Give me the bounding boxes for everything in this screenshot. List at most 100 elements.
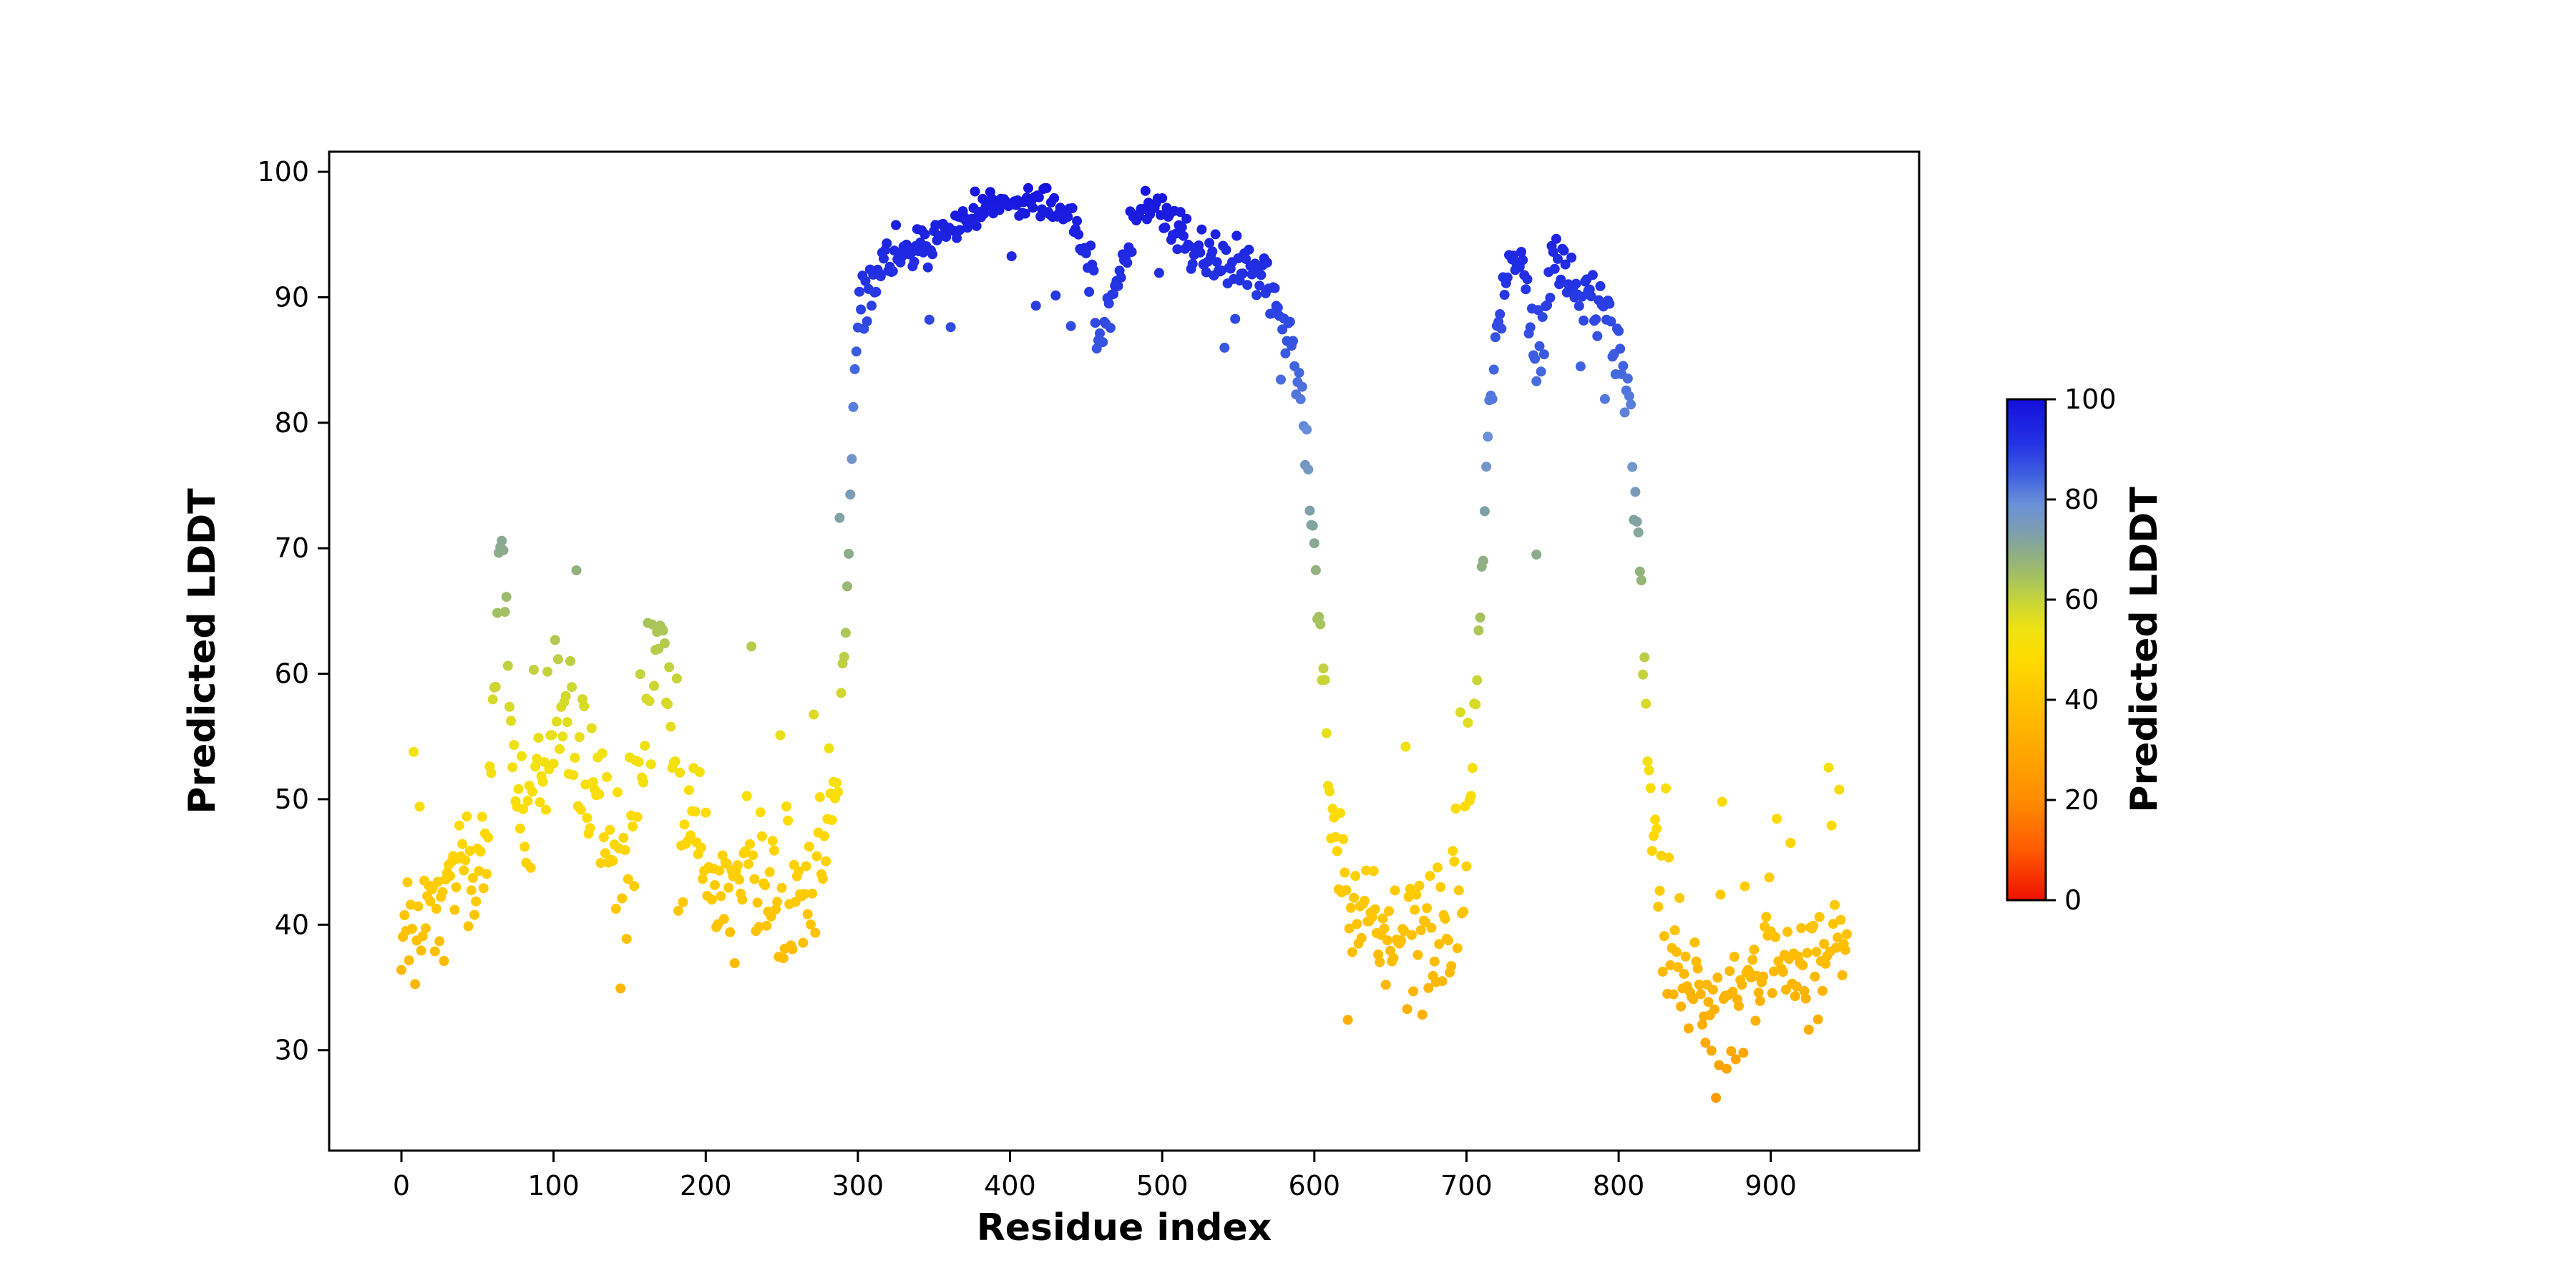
scatter-point bbox=[851, 346, 862, 357]
scatter-point bbox=[945, 322, 956, 333]
scatter-point bbox=[1727, 986, 1738, 997]
scatter-point bbox=[434, 936, 445, 947]
scatter-point bbox=[1738, 1048, 1749, 1058]
scatter-point bbox=[1176, 222, 1187, 233]
x-axis-tick-label: 0 bbox=[393, 1170, 410, 1201]
scatter-point bbox=[1796, 923, 1807, 934]
scatter-point bbox=[1659, 931, 1669, 942]
scatter-point bbox=[1797, 960, 1808, 970]
scatter-point bbox=[1831, 942, 1842, 953]
scatter-point bbox=[1382, 935, 1392, 946]
scatter-point bbox=[1669, 925, 1680, 936]
scatter-point bbox=[647, 619, 658, 630]
scatter-point bbox=[618, 832, 629, 843]
scatter-point bbox=[1429, 956, 1440, 967]
scatter-point bbox=[459, 865, 469, 876]
scatter-point bbox=[1814, 912, 1825, 922]
scatter-point bbox=[725, 927, 736, 937]
scatter-point bbox=[1122, 258, 1133, 268]
scatter-point bbox=[1434, 939, 1445, 950]
scatter-point bbox=[431, 904, 441, 914]
scatter-point bbox=[769, 845, 779, 856]
scatter-point bbox=[1521, 284, 1531, 295]
scatter-point bbox=[818, 874, 828, 884]
scatter-point bbox=[517, 751, 527, 761]
scatter-point bbox=[1402, 1004, 1413, 1015]
scatter-point bbox=[1630, 487, 1641, 497]
scatter-point bbox=[1715, 889, 1726, 900]
scatter-point bbox=[824, 743, 834, 753]
scatter-point bbox=[1714, 1060, 1724, 1070]
scatter-point bbox=[1811, 947, 1822, 957]
scatter-point bbox=[760, 880, 771, 891]
scatter-point bbox=[1604, 298, 1615, 309]
scatter-point bbox=[640, 741, 650, 751]
scatter-point bbox=[497, 535, 507, 546]
scatter-point bbox=[1799, 985, 1810, 996]
scatter-point bbox=[1834, 784, 1845, 795]
scatter-point bbox=[486, 768, 497, 779]
scatter-point bbox=[1210, 229, 1221, 240]
scatter-point bbox=[1361, 865, 1372, 876]
scatter-point bbox=[1549, 263, 1560, 274]
scatter-point bbox=[1379, 923, 1390, 934]
scatter-point bbox=[834, 512, 845, 523]
scatter-point bbox=[1673, 962, 1683, 972]
scatter-point bbox=[783, 815, 794, 826]
scatter-point bbox=[740, 846, 751, 857]
scatter-point bbox=[871, 286, 882, 297]
scatter-point bbox=[799, 889, 810, 899]
scatter-point bbox=[1674, 893, 1685, 903]
scatter-point bbox=[1467, 763, 1478, 774]
scatter-point bbox=[612, 787, 623, 798]
scatter-point bbox=[1347, 947, 1357, 957]
scatter-point bbox=[1642, 756, 1653, 767]
y-axis-tick-label: 30 bbox=[275, 1035, 309, 1066]
scatter-point bbox=[644, 696, 655, 706]
scatter-point bbox=[1820, 958, 1831, 969]
scatter-point bbox=[1050, 290, 1061, 301]
scatter-point bbox=[955, 225, 965, 235]
scatter-point bbox=[1187, 258, 1198, 269]
scatter-point bbox=[761, 920, 772, 931]
scatter-point bbox=[557, 731, 568, 742]
x-axis-tick-label: 200 bbox=[680, 1170, 732, 1201]
colorbar-tick-label: 40 bbox=[2064, 684, 2099, 716]
scatter-point bbox=[445, 871, 455, 882]
scatter-point bbox=[1830, 899, 1840, 910]
scatter-points-group bbox=[396, 182, 1852, 1103]
scatter-point bbox=[1661, 783, 1671, 794]
scatter-point bbox=[507, 762, 518, 773]
scatter-point bbox=[1041, 182, 1052, 193]
scatter-point bbox=[498, 545, 509, 555]
scatter-point bbox=[1624, 391, 1634, 401]
scatter-point bbox=[1400, 741, 1411, 752]
scatter-point bbox=[1671, 947, 1682, 957]
scatter-point bbox=[1734, 1000, 1744, 1011]
scatter-point bbox=[1156, 210, 1166, 220]
scatter-point bbox=[553, 654, 563, 665]
scatter-point bbox=[1592, 331, 1603, 341]
scatter-point bbox=[1574, 301, 1584, 311]
scatter-point bbox=[1819, 939, 1830, 949]
scatter-point bbox=[862, 316, 872, 327]
scatter-point bbox=[501, 592, 512, 602]
scatter-point bbox=[1709, 1004, 1719, 1015]
scatter-point bbox=[683, 785, 694, 796]
scatter-point bbox=[909, 256, 919, 267]
scatter-point bbox=[595, 858, 606, 868]
scatter-point bbox=[1654, 885, 1665, 896]
y-axis-tick-label: 70 bbox=[275, 532, 309, 564]
scatter-point bbox=[1175, 207, 1186, 218]
scatter-point bbox=[1065, 321, 1076, 331]
scatter-point bbox=[416, 945, 426, 956]
scatter-point bbox=[1350, 871, 1361, 882]
scatter-point bbox=[466, 885, 477, 896]
scatter-point bbox=[1626, 399, 1636, 410]
scatter-point bbox=[1634, 566, 1645, 577]
scatter-point bbox=[970, 186, 980, 197]
scatter-point bbox=[839, 652, 849, 662]
scatter-point bbox=[1262, 258, 1272, 268]
scatter-point bbox=[952, 233, 962, 243]
